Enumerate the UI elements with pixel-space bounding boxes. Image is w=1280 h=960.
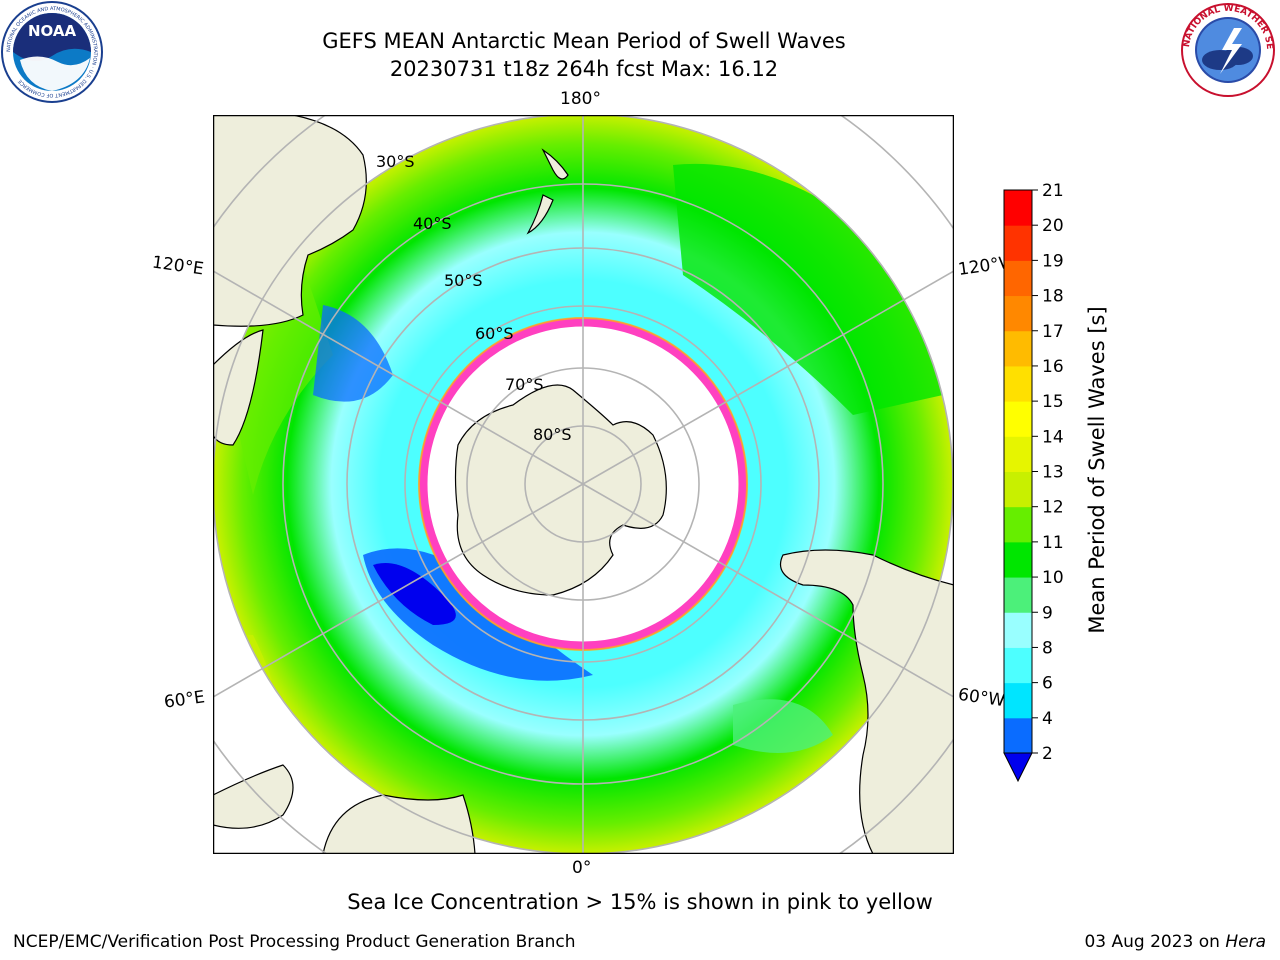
map-panel <box>212 114 955 855</box>
colorbar-segment <box>1004 190 1032 226</box>
colorbar-segment <box>1004 577 1032 613</box>
lon-label-0: 0° <box>572 858 592 878</box>
colorbar-segment <box>1004 612 1032 648</box>
colorbar-tick-label: 14 <box>1042 427 1064 447</box>
colorbar-tick-label: 19 <box>1042 251 1064 271</box>
land-new-zealand <box>526 148 569 235</box>
land-south-america <box>779 549 954 854</box>
polar-map <box>212 114 955 855</box>
colorbar-tick-label: 11 <box>1042 533 1064 553</box>
colorbar-tick-label: 18 <box>1042 287 1064 307</box>
land-madagascar <box>213 764 294 829</box>
map-frame-border <box>212 114 955 855</box>
colorbar-segment <box>1004 436 1032 472</box>
lat-label-50s: 50°S <box>444 271 483 290</box>
colorbar-extend-min <box>1003 752 1033 783</box>
credit-branch: NCEP/EMC/Verification Post Processing Pr… <box>13 932 576 952</box>
lat-label-30s: 30°S <box>376 152 415 171</box>
lat-label-40s: 40°S <box>413 214 452 233</box>
colorbar-segment <box>1004 647 1032 684</box>
colorbar-segment <box>1004 682 1032 719</box>
credit-date: 03 Aug 2023 on Hera <box>1084 932 1266 952</box>
colorbar-tick-label: 13 <box>1042 463 1064 483</box>
credit-date-text: 03 Aug 2023 on <box>1084 932 1226 952</box>
colorbar-segment <box>1004 330 1032 367</box>
colorbar-label: Mean Period of Swell Waves [s] <box>1085 306 1109 634</box>
colorbar-tick-label: 20 <box>1042 216 1064 236</box>
land-africa <box>322 794 476 854</box>
colorbar-tick-label: 9 <box>1042 603 1053 623</box>
land-antarctica <box>454 384 667 596</box>
colorbar-segment <box>1004 295 1032 332</box>
lat-label-70s: 70°S <box>505 375 544 394</box>
lon-label-60e: 60°E <box>162 687 207 713</box>
colorbar: 2 4 6 8 9 10 11 12 13 14 15 16 17 18 19 20 21 <box>1003 181 1064 783</box>
lon-label-120e: 120°E <box>150 252 205 280</box>
land-west-australia <box>213 329 264 446</box>
noaa-logo-text: NOAA <box>28 22 77 40</box>
colorbar-tick-label: 8 <box>1042 638 1053 658</box>
colorbar-segment <box>1004 717 1032 754</box>
colorbar-segment <box>1004 541 1032 578</box>
colorbar-tick-label: 4 <box>1042 709 1053 729</box>
sea-ice-footnote: Sea Ice Concentration > 15% is shown in … <box>347 890 933 914</box>
colorbar-segment <box>1004 506 1032 543</box>
colorbar-tick-label: 6 <box>1042 674 1053 694</box>
lat-label-60s: 60°S <box>475 324 514 343</box>
map-title: GEFS MEAN Antarctic Mean Period of Swell… <box>322 29 846 53</box>
lon-label-180: 180° <box>560 89 601 109</box>
colorbar-tick-label: 10 <box>1042 568 1064 588</box>
nws-logo: NATIONAL WEATHER SERVICE <box>1176 0 1275 97</box>
colorbar-tick-label: 12 <box>1042 498 1064 518</box>
map-subtitle: 20230731 t18z 264h fcst Max: 16.12 <box>389 57 779 81</box>
colorbar-tick-label: 15 <box>1042 392 1064 412</box>
colorbar-tick-label: 16 <box>1042 357 1064 377</box>
colorbar-segment <box>1004 471 1032 508</box>
credit-host: Hera <box>1225 932 1266 952</box>
lat-label-80s: 80°S <box>533 425 572 444</box>
colorbar-segment <box>1004 225 1032 261</box>
colorbar-segment <box>1004 401 1032 437</box>
colorbar-tick-label: 17 <box>1042 322 1064 342</box>
colorbar-tick-label: 21 <box>1042 181 1064 201</box>
noaa-logo: NOAA NATIONAL OCEANIC AND ATMOSPHERIC AD… <box>1 1 103 103</box>
land-australia <box>213 115 367 327</box>
colorbar-segment <box>1004 365 1032 402</box>
colorbar-segment <box>1004 260 1032 297</box>
colorbar-tick-label: 2 <box>1042 744 1053 764</box>
